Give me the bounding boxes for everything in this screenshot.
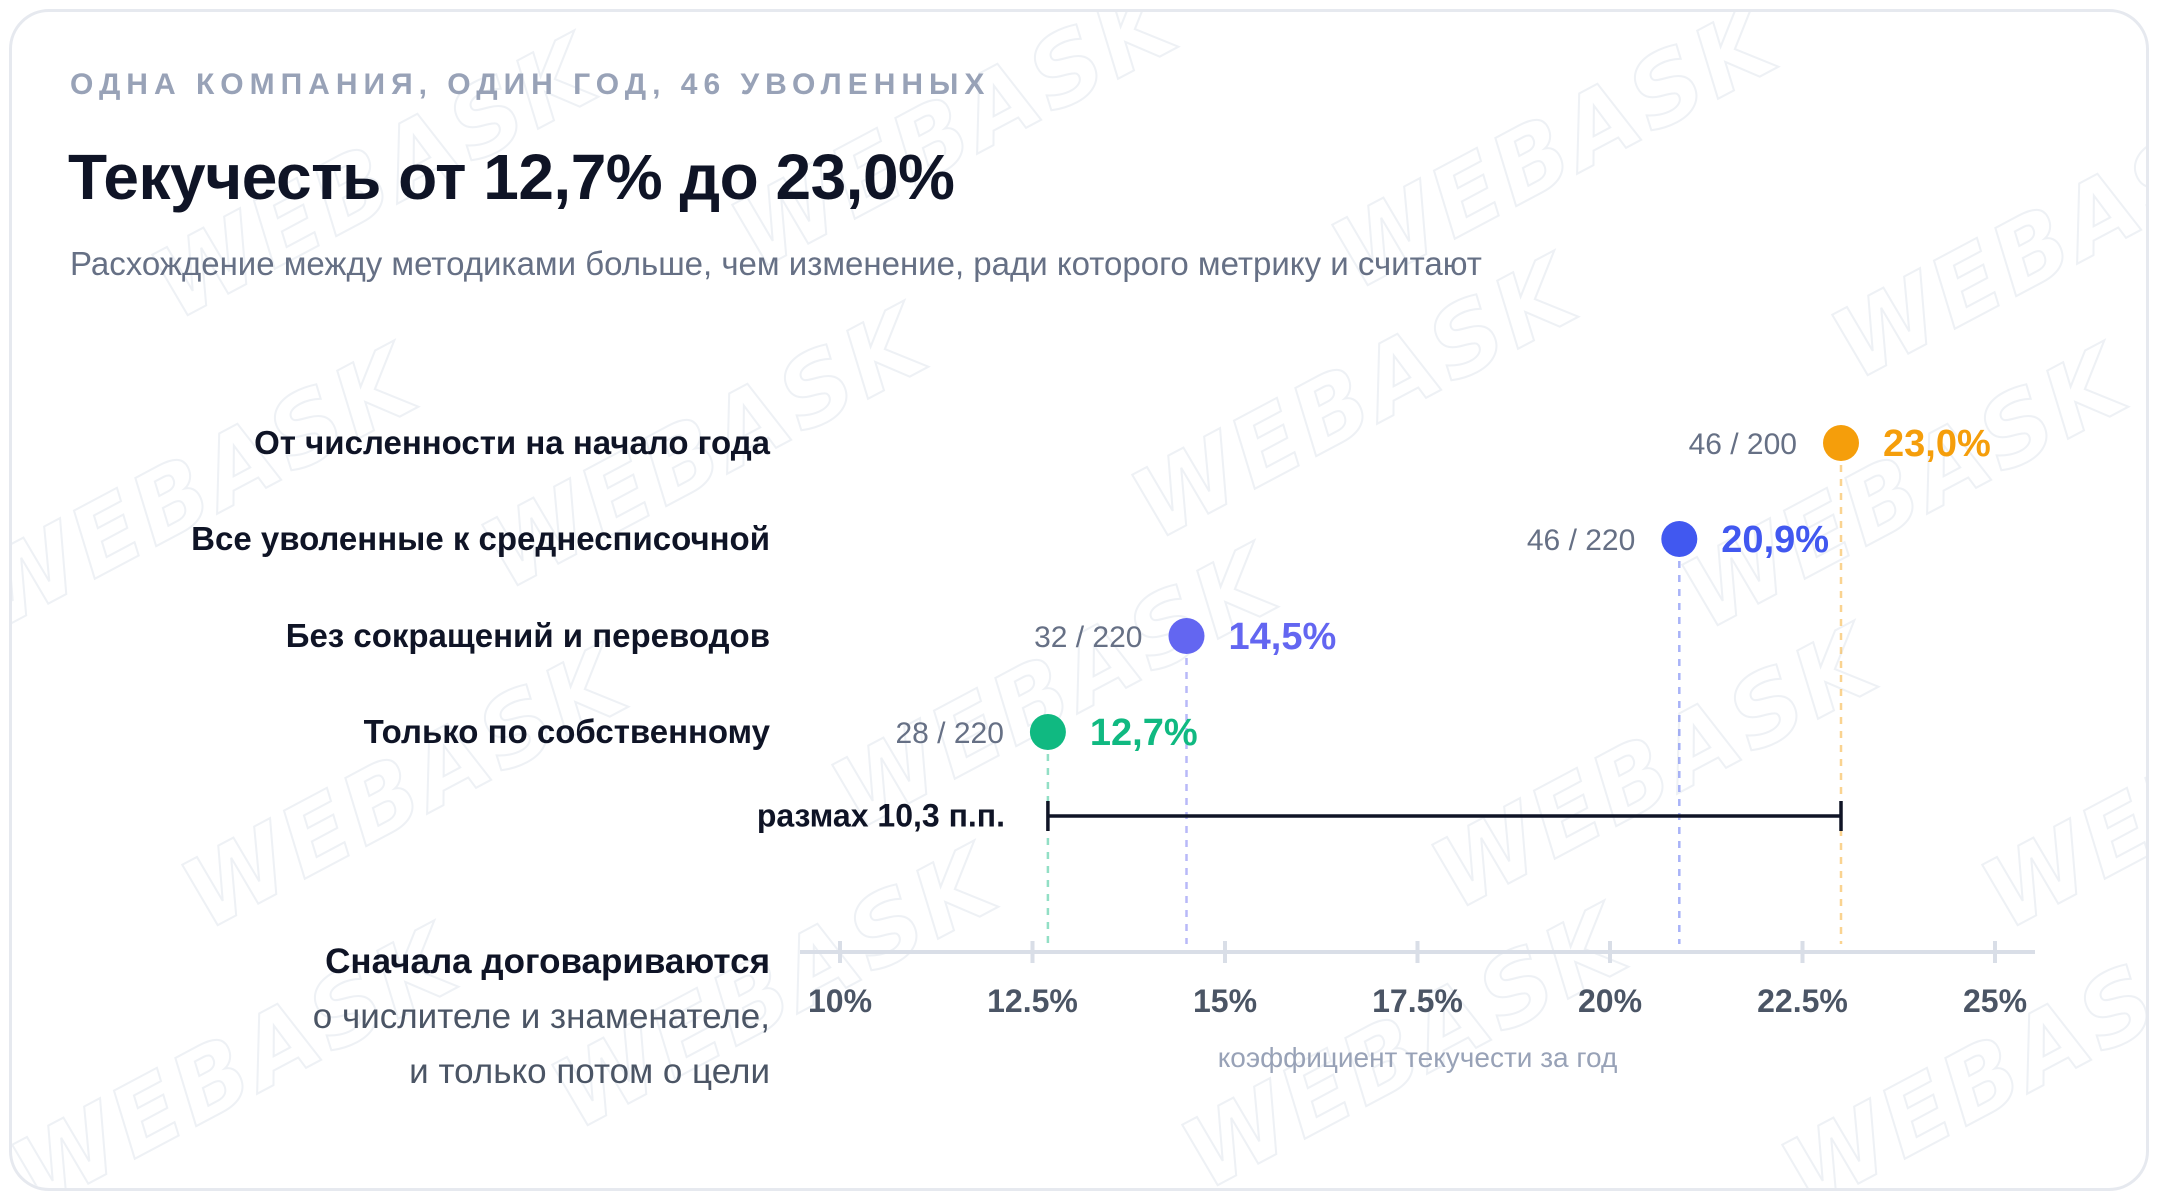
x-tick-label: 22.5% bbox=[1757, 983, 1848, 1019]
category-label-all-dismissed: Все уволенные к среднесписочной bbox=[191, 520, 770, 557]
chart-title: Текучесть от 12,7% до 23,0% bbox=[68, 141, 955, 213]
footnote-line-2: о числителе и знаменателе, bbox=[312, 997, 770, 1036]
range-label: размах 10,3 п.п. bbox=[756, 797, 1005, 834]
value-label: 23,0% bbox=[1883, 423, 1991, 465]
fraction-label: 32 / 220 bbox=[1034, 621, 1142, 654]
x-tick-label: 17.5% bbox=[1372, 983, 1463, 1019]
category-label-start-of-year: От численности на начало года bbox=[254, 424, 770, 461]
data-point bbox=[1823, 425, 1859, 461]
footnote-line-3: и только потом о цели bbox=[409, 1052, 770, 1091]
data-point bbox=[1029, 714, 1066, 750]
x-tick-label: 12.5% bbox=[987, 983, 1078, 1019]
fraction-label: 46 / 200 bbox=[1689, 428, 1797, 461]
value-label: 12,7% bbox=[1090, 712, 1198, 754]
value-label: 14,5% bbox=[1229, 616, 1337, 658]
eyebrow: ОДНА КОМПАНИЯ, ОДИН ГОД, 46 УВОЛЕННЫХ bbox=[70, 68, 991, 101]
fraction-label: 46 / 220 bbox=[1527, 524, 1635, 557]
chart-card: WEBASK WEBASK WEBASK WEBASK WEBASK WEBASK WEBA… bbox=[9, 9, 2149, 1191]
x-tick-label: 20% bbox=[1578, 983, 1642, 1019]
x-tick-label: 25% bbox=[1963, 983, 2027, 1019]
range-bracket bbox=[1046, 801, 1843, 831]
x-axis: 10% 12.5% 15% 17.5% 20% 22.5% 25% коэффициент т… bbox=[800, 941, 2035, 1073]
x-axis-title: коэффициент текучести за год bbox=[1218, 1042, 1618, 1073]
category-label-no-layoffs: Без сокращений и переводов bbox=[285, 617, 770, 654]
data-point bbox=[1168, 618, 1205, 654]
footnote: Сначала договариваются о числителе и зна… bbox=[313, 934, 770, 1099]
footnote-line-1: Сначала договариваются bbox=[325, 942, 770, 981]
data-points: 46 / 200 23,0% 46 / 220 20,9% 32 / 220 14,5% 2… bbox=[895, 423, 1990, 754]
value-label: 20,9% bbox=[1721, 519, 1829, 561]
guide-lines bbox=[1046, 465, 1843, 944]
x-tick-label: 15% bbox=[1193, 983, 1257, 1019]
data-point bbox=[1661, 521, 1698, 557]
x-tick-label: 10% bbox=[808, 983, 872, 1019]
chart-subtitle: Расхождение между методиками больше, чем… bbox=[70, 245, 1482, 282]
category-label-voluntary-only: Только по собственному bbox=[363, 713, 770, 750]
fraction-label: 28 / 220 bbox=[895, 717, 1003, 750]
